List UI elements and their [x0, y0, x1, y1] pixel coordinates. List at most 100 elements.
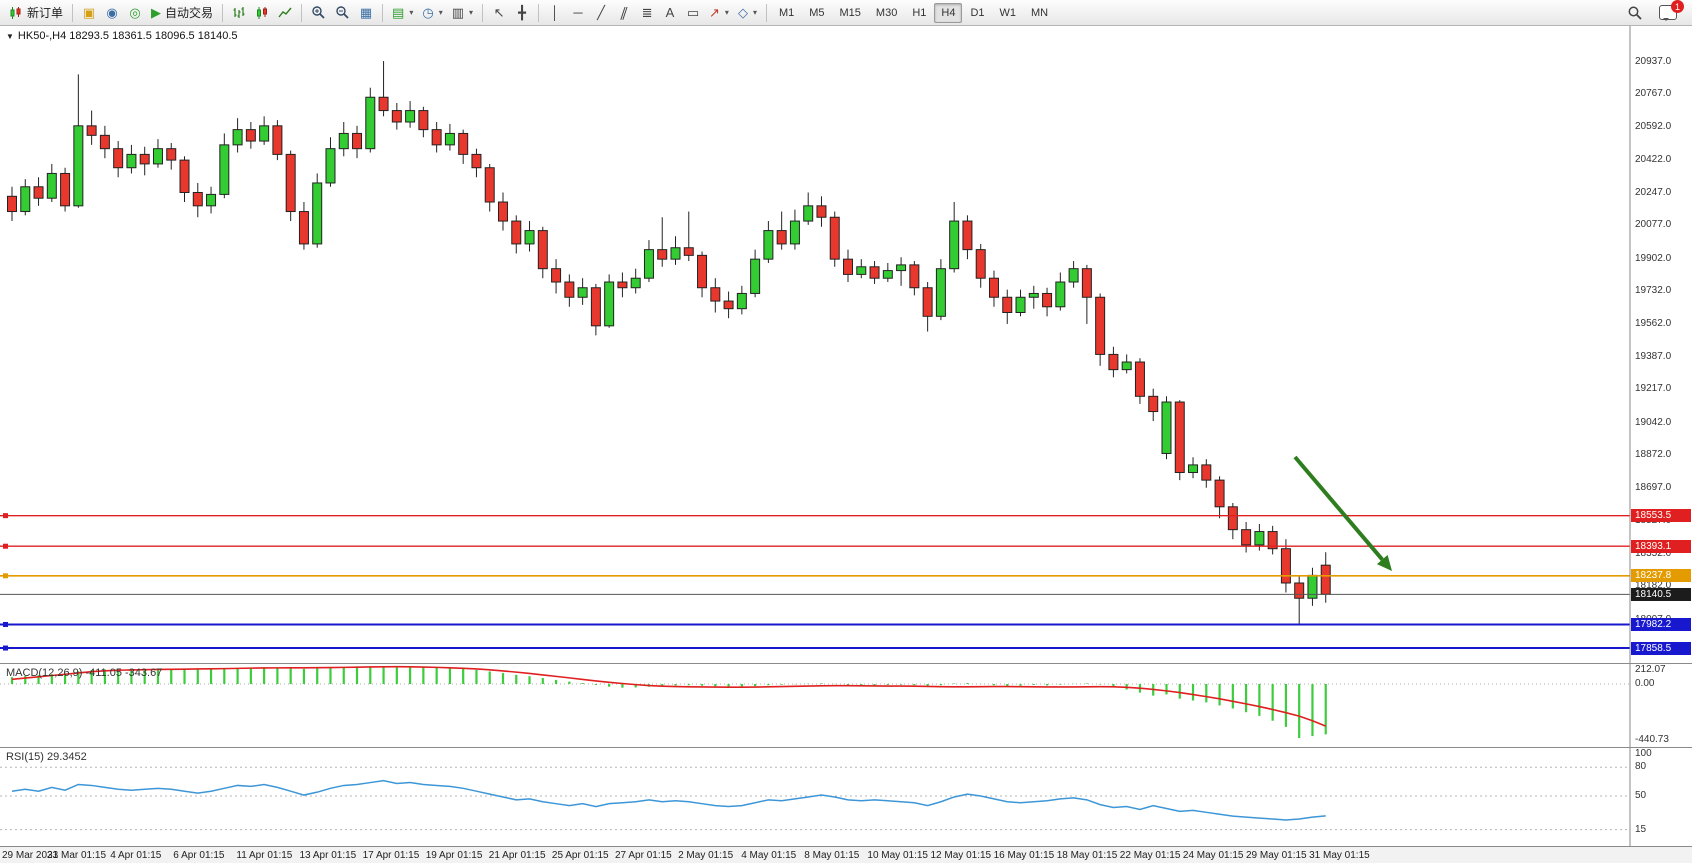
horizontal-line-button[interactable]: ─ [567, 2, 589, 24]
time-axis-label: 8 May 01:15 [804, 850, 860, 861]
notification-count-badge: 1 [1671, 0, 1684, 13]
new-chart-icon: ▤ [392, 5, 405, 20]
template-button[interactable]: ▥ ▾ [448, 2, 477, 24]
time-axis-label: 31 May 01:15 [1309, 850, 1370, 861]
trendline-button[interactable]: ╱ [590, 2, 612, 24]
price-axis-label: 19902.0 [1635, 252, 1672, 264]
price-axis-label: 19042.0 [1635, 416, 1672, 428]
new-order-label: 新订单 [27, 6, 64, 20]
timeframe-button-h1[interactable]: H1 [905, 3, 933, 23]
new-order-icon [10, 6, 21, 19]
time-axis-label: 12 May 01:15 [930, 850, 992, 861]
price-axis-label: 20767.0 [1635, 88, 1672, 99]
timeframe-button-mn[interactable]: MN [1024, 3, 1055, 23]
zoom-in-button[interactable] [307, 2, 330, 24]
hlines-layer[interactable] [0, 513, 1630, 651]
price-axis-label: 20077.0 [1635, 219, 1672, 231]
text-label-button[interactable]: ▭ [682, 2, 704, 24]
time-axis-label: 10 May 01:15 [867, 850, 928, 861]
toolbar-separator [382, 3, 384, 22]
price-axis-label: 50 [1635, 790, 1647, 801]
price-line-badge[interactable]: 18393.1 [1631, 539, 1691, 553]
price-line-badge: 18140.5 [1631, 587, 1691, 601]
channel-icon: ∥ [618, 5, 630, 20]
dropdown-caret-icon: ▾ [469, 8, 474, 17]
text-label-icon: ▭ [686, 5, 700, 20]
timeframe-button-d1[interactable]: D1 [963, 3, 991, 23]
time-axis-label: 22 May 01:15 [1119, 850, 1181, 861]
price-chart[interactable] [0, 26, 1692, 863]
candlestick-chart-icon [257, 6, 268, 19]
time-axis-label: 2 May 01:15 [678, 850, 734, 861]
time-axis-label: 17 Apr 01:15 [362, 850, 420, 861]
candlestick-chart-button[interactable] [251, 2, 273, 24]
tile-windows-icon: ▦ [359, 5, 373, 20]
toolbar-separator [72, 3, 74, 22]
new-chart-button[interactable]: ▤ ▾ [388, 2, 417, 24]
tile-windows-button[interactable]: ▦ [355, 2, 377, 24]
shapes-button[interactable]: ◇ ▾ [734, 2, 761, 24]
line-chart-icon [278, 7, 292, 17]
auto-trading-button[interactable]: ▶ 自动交易 [147, 2, 217, 24]
toolbar-separator [765, 3, 767, 22]
time-axis-label: 19 Apr 01:15 [425, 850, 483, 861]
timeframe-button-h4[interactable]: H4 [934, 2, 963, 23]
price-line-badge[interactable]: 18553.5 [1631, 509, 1691, 523]
fibonacci-button[interactable]: ≣ [636, 2, 658, 24]
rsi-label: RSI(15) 29.3452 [6, 751, 87, 763]
new-order-button[interactable]: 新订单 [5, 2, 67, 24]
price-axis-label: 0.00 [1635, 678, 1655, 689]
timeframe-group: M1 M5 M15 M30 H1 H4 D1 W1 MN [772, 2, 1055, 23]
price-line-badge[interactable]: 18237.8 [1631, 569, 1691, 583]
price-axis-label: 212.07 [1635, 664, 1666, 675]
bar-chart-icon [233, 6, 245, 18]
zoom-out-button[interactable] [331, 2, 354, 24]
period-button[interactable]: ◷ ▾ [418, 2, 446, 24]
timeframe-button-m30[interactable]: M30 [869, 3, 904, 23]
search-button[interactable] [1623, 2, 1647, 24]
line-chart-button[interactable] [274, 2, 296, 24]
timeframe-button-w1[interactable]: W1 [993, 3, 1024, 23]
time-axis-label: 11 Apr 01:15 [236, 850, 293, 861]
template-icon: ▥ [451, 5, 464, 20]
timeframe-button-m1[interactable]: M1 [772, 3, 801, 23]
collapse-arrow-icon[interactable]: ▼ [6, 32, 14, 41]
bar-chart-button[interactable] [228, 2, 250, 24]
auto-trading-label: 自动交易 [165, 6, 214, 20]
price-axis-label: 18697.0 [1635, 482, 1672, 494]
price-axis-label: 18352.0 [1635, 548, 1672, 560]
fibonacci-icon: ≣ [641, 5, 653, 20]
price-axis-label: 20247.0 [1635, 187, 1672, 199]
toolbar-separator [482, 3, 484, 22]
price-axis-label: 19217.0 [1635, 383, 1672, 395]
price-axis-label: 19387.0 [1635, 350, 1672, 362]
notifications-button[interactable]: 1 [1655, 0, 1684, 24]
market-watch-button[interactable]: ▣ [78, 2, 100, 24]
price-line-badge[interactable]: 17858.5 [1631, 641, 1691, 655]
price-axis-label: 15 [1635, 823, 1647, 835]
candles-layer[interactable] [7, 61, 1331, 624]
dropdown-caret-icon: ▾ [752, 8, 757, 17]
price-line-badge[interactable]: 17982.2 [1631, 617, 1691, 631]
chat-bubble-icon: 1 [1659, 0, 1684, 21]
search-icon [1628, 6, 1642, 20]
timeframe-button-m15[interactable]: M15 [833, 3, 868, 23]
cube-icon: ▣ [82, 5, 96, 20]
crosshair-button[interactable]: ╋ [511, 2, 533, 24]
trend-arrow[interactable] [1293, 455, 1392, 571]
zoom-in-icon [312, 6, 325, 19]
cursor-icon: ↖ [493, 5, 505, 20]
symbol-ohlc-text: HK50-,H4 18293.5 18361.5 18096.5 18140.5 [17, 30, 238, 42]
arrows-button[interactable]: ↗ ▾ [705, 2, 733, 24]
time-axis-label: 31 Mar 01:15 [47, 850, 107, 861]
channel-button[interactable]: ∥ [613, 2, 635, 24]
price-axis-label: 20592.0 [1635, 121, 1672, 133]
time-axis-label: 27 Apr 01:15 [615, 850, 672, 861]
profile-button[interactable]: ◉ [101, 2, 123, 24]
vertical-line-button[interactable]: │ [544, 2, 566, 24]
cursor-button[interactable]: ↖ [488, 2, 510, 24]
text-button[interactable]: A [659, 2, 681, 24]
price-axis-label: 18872.0 [1635, 448, 1672, 460]
community-button[interactable]: ◎ [124, 2, 146, 24]
timeframe-button-m5[interactable]: M5 [802, 3, 831, 23]
